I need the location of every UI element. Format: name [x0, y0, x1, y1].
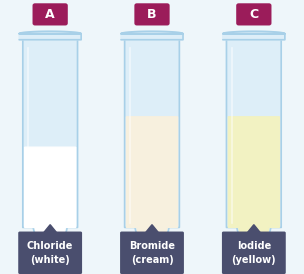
Polygon shape [226, 40, 281, 242]
Polygon shape [145, 225, 159, 233]
FancyBboxPatch shape [222, 232, 286, 274]
Text: C: C [249, 8, 258, 21]
Text: A: A [45, 8, 55, 21]
Polygon shape [223, 31, 285, 40]
FancyBboxPatch shape [134, 3, 170, 25]
FancyBboxPatch shape [120, 232, 184, 274]
Text: B: B [147, 8, 157, 21]
Polygon shape [125, 40, 179, 242]
Text: Chloride
(white): Chloride (white) [27, 241, 73, 265]
Polygon shape [19, 31, 81, 40]
Polygon shape [43, 225, 57, 233]
Text: Iodide
(yellow): Iodide (yellow) [232, 241, 276, 265]
Polygon shape [126, 117, 178, 241]
FancyBboxPatch shape [236, 3, 271, 25]
Polygon shape [247, 225, 261, 233]
Polygon shape [228, 117, 279, 241]
Polygon shape [23, 40, 78, 242]
Polygon shape [25, 147, 76, 241]
Polygon shape [121, 31, 183, 40]
FancyBboxPatch shape [33, 3, 68, 25]
Text: Bromide
(cream): Bromide (cream) [129, 241, 175, 265]
FancyBboxPatch shape [18, 232, 82, 274]
